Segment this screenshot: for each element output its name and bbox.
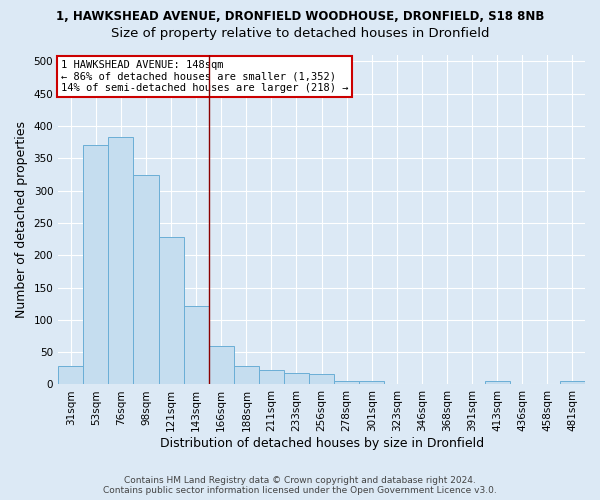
Bar bbox=[334, 380, 359, 384]
Text: Size of property relative to detached houses in Dronfield: Size of property relative to detached ho… bbox=[111, 28, 489, 40]
Bar bbox=[158, 237, 184, 384]
Bar bbox=[58, 366, 83, 384]
Text: 1 HAWKSHEAD AVENUE: 148sqm
← 86% of detached houses are smaller (1,352)
14% of s: 1 HAWKSHEAD AVENUE: 148sqm ← 86% of deta… bbox=[61, 60, 349, 93]
Bar bbox=[560, 381, 585, 384]
Bar bbox=[83, 146, 109, 384]
X-axis label: Distribution of detached houses by size in Dronfield: Distribution of detached houses by size … bbox=[160, 437, 484, 450]
Text: 1, HAWKSHEAD AVENUE, DRONFIELD WOODHOUSE, DRONFIELD, S18 8NB: 1, HAWKSHEAD AVENUE, DRONFIELD WOODHOUSE… bbox=[56, 10, 544, 23]
Bar bbox=[359, 381, 385, 384]
Bar bbox=[184, 306, 209, 384]
Y-axis label: Number of detached properties: Number of detached properties bbox=[15, 121, 28, 318]
Bar bbox=[234, 366, 259, 384]
Bar bbox=[485, 381, 510, 384]
Text: Contains HM Land Registry data © Crown copyright and database right 2024.
Contai: Contains HM Land Registry data © Crown c… bbox=[103, 476, 497, 495]
Bar bbox=[284, 373, 309, 384]
Bar bbox=[209, 346, 234, 385]
Bar bbox=[309, 374, 334, 384]
Bar bbox=[259, 370, 284, 384]
Bar bbox=[133, 174, 158, 384]
Bar bbox=[109, 137, 133, 384]
